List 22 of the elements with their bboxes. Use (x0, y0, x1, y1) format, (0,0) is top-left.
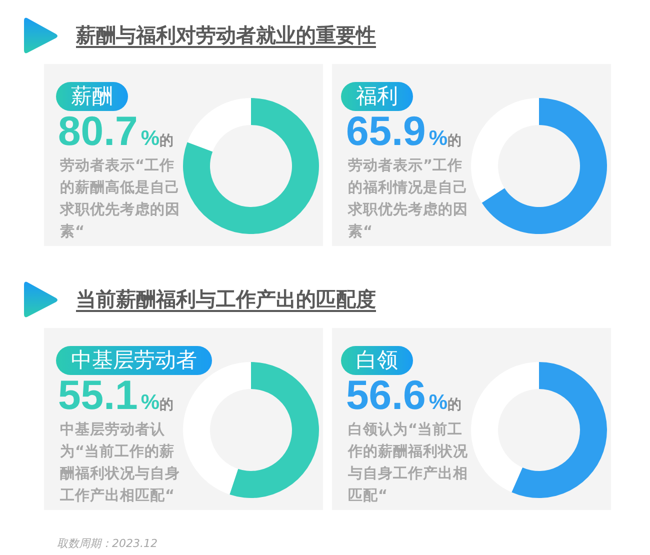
donut-slice (187, 98, 251, 152)
donut-slice (230, 362, 319, 498)
chart-title: 中基层劳动者 (56, 346, 212, 375)
chart-title: 白领 (341, 346, 413, 375)
text: 56.6%的 (346, 372, 462, 418)
text: 当前薪酬福利与工作产出的匹配度 (76, 286, 376, 313)
chart-title: 福利 (341, 82, 413, 111)
text: 取数周期：2023.12 (57, 536, 158, 551)
chart-title: 薪酬 (56, 82, 128, 111)
text: 白领认为“当前工作的薪酬福利状况与自身工作产出相匹配“ (348, 420, 469, 506)
donut-slice (512, 362, 607, 498)
text: 65.9%的 (346, 108, 462, 154)
donut-slice (471, 362, 539, 492)
text: 劳动者表示“工作的薪酬高低是自己求职优先考虑的因素“ (60, 156, 181, 242)
text: 55.1%的 (58, 372, 174, 418)
text: 中基层劳动者认为“当前工作的薪酬福利状况与自身工作产出相匹配“ (60, 420, 181, 506)
donut-slice (471, 98, 539, 203)
donut-slice (183, 98, 319, 234)
donut-slice (482, 98, 607, 234)
text: 劳动者表示”工作的福利情况是自己求职优先考虑的因素“ (348, 156, 469, 242)
text: 80.7%的 (58, 108, 174, 154)
text: 薪酬与福利对劳动者就业的重要性 (76, 22, 376, 49)
